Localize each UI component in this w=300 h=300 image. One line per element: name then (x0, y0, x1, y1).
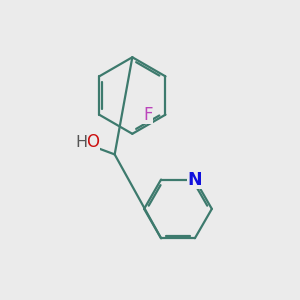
Text: H: H (75, 134, 88, 149)
Text: N: N (188, 171, 202, 189)
Text: O: O (86, 133, 99, 151)
Text: F: F (143, 106, 153, 124)
